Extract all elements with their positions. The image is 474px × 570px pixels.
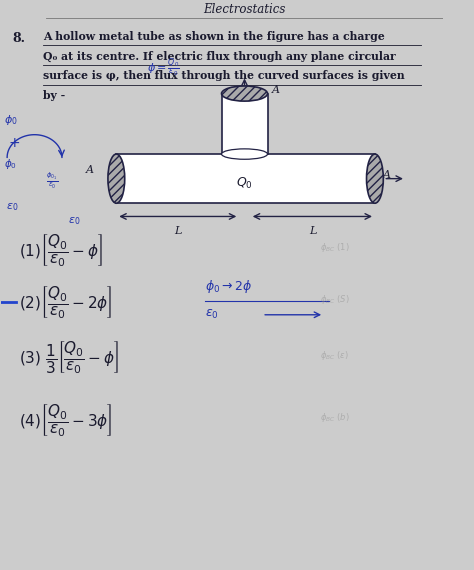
Text: $\varepsilon_0$: $\varepsilon_0$ xyxy=(68,215,80,227)
Text: A: A xyxy=(383,170,391,180)
Bar xyxy=(221,93,267,154)
Ellipse shape xyxy=(366,154,383,203)
Ellipse shape xyxy=(221,149,267,159)
Text: $\phi_0$: $\phi_0$ xyxy=(4,157,17,172)
Text: $\phi_{BC}\ (b)$: $\phi_{BC}\ (b)$ xyxy=(319,411,349,424)
Ellipse shape xyxy=(221,86,267,101)
Text: $(2)\left[\dfrac{Q_0}{\varepsilon_0} - 2\phi\right]$: $(2)\left[\dfrac{Q_0}{\varepsilon_0} - 2… xyxy=(19,283,112,320)
Text: $\phi_{BC}\ (S)$: $\phi_{BC}\ (S)$ xyxy=(319,292,349,306)
Text: $(1)\left[\dfrac{Q_0}{\varepsilon_0} - \phi\right]$: $(1)\left[\dfrac{Q_0}{\varepsilon_0} - \… xyxy=(19,231,103,267)
Text: L: L xyxy=(310,226,317,236)
Text: $Q_0$: $Q_0$ xyxy=(236,176,253,191)
Text: surface is φ, then flux through the curved surfaces is given: surface is φ, then flux through the curv… xyxy=(44,71,405,82)
Text: $\phi_{BC}\ (1)$: $\phi_{BC}\ (1)$ xyxy=(319,241,349,254)
Text: A hollow metal tube as shown in the figure has a charge: A hollow metal tube as shown in the figu… xyxy=(44,31,385,42)
Text: Electrostatics: Electrostatics xyxy=(203,3,286,17)
Text: $\phi_0 \rightarrow 2\phi$: $\phi_0 \rightarrow 2\phi$ xyxy=(205,278,252,295)
Bar xyxy=(116,154,375,203)
Text: $\phi = \frac{Q_0}{\varepsilon_0}$: $\phi = \frac{Q_0}{\varepsilon_0}$ xyxy=(147,56,180,79)
Text: $(3)\ \dfrac{1}{3}\left[\dfrac{Q_0}{\varepsilon_0} - \phi\right]$: $(3)\ \dfrac{1}{3}\left[\dfrac{Q_0}{\var… xyxy=(19,340,119,376)
Text: $\varepsilon_0$: $\varepsilon_0$ xyxy=(205,308,219,321)
Text: $\varepsilon_0$: $\varepsilon_0$ xyxy=(6,201,18,213)
Text: A: A xyxy=(272,85,280,95)
Text: L: L xyxy=(174,226,182,236)
Text: by -: by - xyxy=(44,90,65,101)
Text: $\frac{\phi_{0_1}}{\varepsilon_0}$: $\frac{\phi_{0_1}}{\varepsilon_0}$ xyxy=(46,171,58,191)
Text: +: + xyxy=(9,136,20,150)
Text: 8.: 8. xyxy=(12,32,26,45)
Ellipse shape xyxy=(108,154,125,203)
Text: Q₀ at its centre. If electric flux through any plane circular: Q₀ at its centre. If electric flux throu… xyxy=(44,51,396,62)
Text: $\phi_{BC}\ (\varepsilon)$: $\phi_{BC}\ (\varepsilon)$ xyxy=(319,349,348,363)
Text: $\phi_0$: $\phi_0$ xyxy=(4,112,18,127)
Text: $(4)\left[\dfrac{Q_0}{\varepsilon_0} - 3\phi\right]$: $(4)\left[\dfrac{Q_0}{\varepsilon_0} - 3… xyxy=(19,402,112,438)
Text: A: A xyxy=(86,165,94,175)
